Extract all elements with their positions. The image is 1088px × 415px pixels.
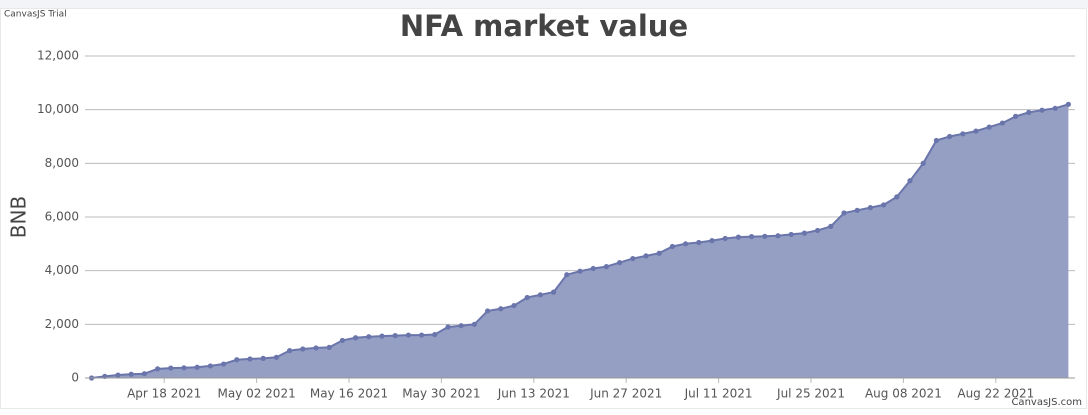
- data-point: [590, 265, 596, 272]
- chart-title: NFA market value: [400, 9, 688, 43]
- data-point: [775, 233, 781, 239]
- x-tick-label: Jun 13 2021: [497, 387, 570, 401]
- data-point: [313, 345, 319, 351]
- y-tick-label: 12,000: [37, 49, 79, 63]
- data-point: [881, 202, 887, 208]
- x-tick-label: Apr 18 2021: [127, 387, 201, 401]
- data-point: [749, 233, 755, 240]
- x-tick-label: Jun 27 2021: [589, 387, 662, 401]
- data-point: [577, 268, 583, 274]
- data-point: [999, 120, 1006, 126]
- data-point: [1052, 105, 1058, 111]
- top-strip: [0, 0, 1088, 8]
- data-point: [432, 331, 438, 338]
- data-point: [181, 365, 187, 371]
- data-point: [551, 289, 557, 295]
- data-point: [630, 255, 636, 262]
- data-point: [617, 260, 623, 266]
- y-axis-label: BNB: [7, 196, 31, 238]
- y-tick-label: 2,000: [45, 317, 79, 331]
- data-point: [854, 207, 860, 213]
- data-point: [683, 241, 689, 247]
- data-point: [933, 137, 940, 144]
- data-point: [485, 308, 491, 314]
- data-point: [221, 361, 227, 367]
- x-tick-label: May 30 2021: [402, 387, 480, 401]
- frame: [0, 8, 1087, 409]
- data-point: [300, 346, 306, 352]
- data-point: [128, 371, 134, 377]
- data-point: [339, 337, 345, 344]
- data-point: [207, 363, 213, 369]
- x-tick-label: May 16 2021: [310, 387, 388, 401]
- watermark: CanvasJS Trial: [4, 10, 67, 20]
- area-fill: [91, 104, 1069, 379]
- credit: CanvasJS.com: [1011, 397, 1082, 408]
- data-point: [1039, 107, 1045, 113]
- data-point: [287, 348, 293, 354]
- data-point: [947, 133, 953, 140]
- data-point: [801, 230, 808, 236]
- data-point: [762, 233, 768, 239]
- data-point: [1065, 101, 1071, 107]
- data-point: [696, 239, 702, 246]
- data-point: [709, 238, 715, 244]
- data-point: [498, 306, 504, 312]
- data-point: [986, 124, 992, 130]
- data-point: [273, 354, 279, 360]
- data-point: [1026, 109, 1032, 115]
- data-point: [419, 332, 425, 338]
- data-point: [973, 128, 979, 134]
- data-point: [537, 292, 544, 298]
- data-point: [366, 334, 372, 340]
- data-point: [867, 205, 874, 211]
- y-tick-label: 8,000: [45, 156, 79, 170]
- data-point: [392, 333, 398, 339]
- data-point: [564, 272, 570, 278]
- data-point: [155, 366, 161, 372]
- data-point: [326, 344, 332, 351]
- data-point: [405, 332, 411, 338]
- data-point: [907, 178, 913, 184]
- data-point: [141, 371, 147, 377]
- data-point: [458, 323, 464, 329]
- data-point: [603, 264, 610, 270]
- data-point: [788, 231, 794, 238]
- x-tick-label: May 02 2021: [217, 387, 295, 401]
- y-tick-label: 4,000: [45, 263, 79, 277]
- data-point: [656, 250, 662, 256]
- y-tick-label: 0: [71, 371, 79, 385]
- data-point: [115, 372, 121, 378]
- x-tick-label: Aug 08 2021: [865, 387, 942, 401]
- x-tick-label: Aug 22 2021: [957, 387, 1034, 401]
- data-point: [722, 235, 728, 242]
- data-point: [194, 364, 200, 370]
- data-point: [353, 335, 359, 341]
- data-point: [828, 223, 834, 229]
- data-point: [234, 357, 240, 363]
- y-tick-label: 10,000: [37, 102, 79, 116]
- data-point: [735, 234, 742, 240]
- data-point: [643, 253, 649, 259]
- data-point: [260, 355, 266, 362]
- data-point: [524, 294, 530, 301]
- data-point: [471, 321, 477, 327]
- data-point: [894, 194, 900, 200]
- data-point: [511, 302, 517, 309]
- data-point: [669, 243, 676, 250]
- data-point: [168, 365, 174, 371]
- data-point: [445, 324, 451, 330]
- data-point: [379, 333, 385, 339]
- y-tick-label: 6,000: [45, 210, 79, 224]
- data-point: [920, 160, 926, 166]
- data-point: [247, 356, 253, 362]
- data-point: [1013, 113, 1019, 119]
- data-point: [960, 131, 966, 137]
- x-tick-label: Jul 25 2021: [776, 387, 845, 401]
- data-point: [841, 210, 847, 216]
- data-point: [815, 227, 821, 234]
- x-tick-label: Jul 11 2021: [684, 387, 753, 401]
